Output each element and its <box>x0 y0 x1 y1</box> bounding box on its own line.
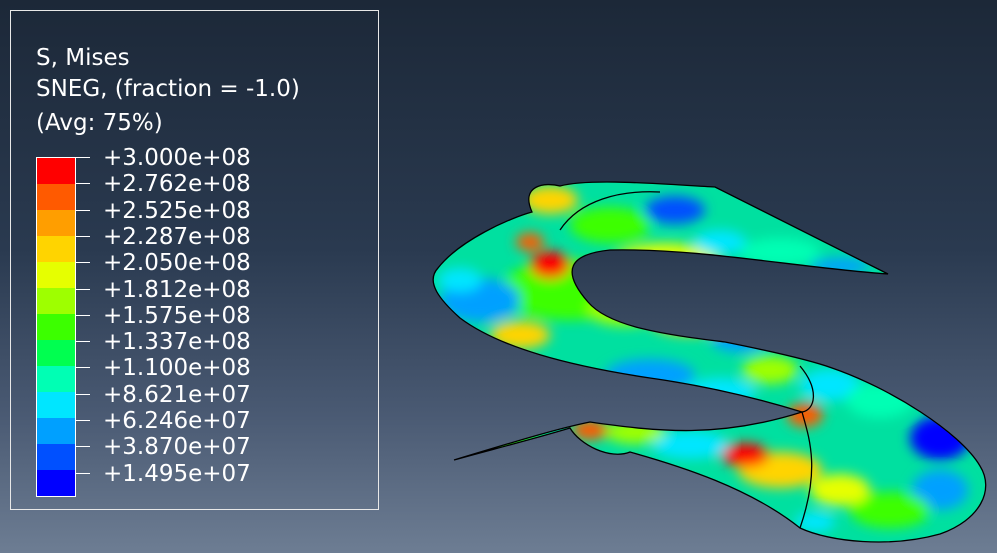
legend-tick-label: +3.870e+07 <box>103 434 251 461</box>
legend-tick-label: +1.100e+08 <box>103 355 251 382</box>
color-bar-segment <box>36 444 76 470</box>
color-bar-segment <box>36 314 76 340</box>
legend-tick <box>76 420 90 421</box>
color-bar-segment <box>36 470 76 497</box>
legend-tick <box>76 157 90 158</box>
legend-tick <box>76 446 90 448</box>
legend-variable-label: S, Mises <box>36 45 130 71</box>
legend-tick-label: +6.246e+07 <box>103 408 251 434</box>
legend-tick-label: +1.495e+07 <box>103 460 251 487</box>
stress-contour-fill <box>433 182 986 542</box>
color-bar-segment <box>36 392 76 418</box>
legend-tick-label: +2.287e+08 <box>103 223 251 250</box>
legend-tick <box>76 262 90 264</box>
legend-tick <box>76 235 90 237</box>
color-bar-segment <box>36 262 76 288</box>
legend-tick-label: +2.050e+08 <box>103 250 251 277</box>
color-bar-segment <box>36 288 76 314</box>
legend-tick-label: +2.762e+08 <box>103 171 251 198</box>
legend-section-point-label: SNEG, (fraction = -1.0) <box>36 76 300 102</box>
color-bar-segment <box>36 210 76 236</box>
color-bar-segment <box>36 184 76 210</box>
contour-color-bar <box>36 157 76 497</box>
legend-tick <box>76 209 90 211</box>
legend-tick <box>76 183 90 185</box>
color-bar-segment <box>36 418 76 444</box>
legend-tick-label: +1.575e+08 <box>103 302 251 329</box>
legend-tick <box>76 314 90 316</box>
legend-tick-label: +1.812e+08 <box>103 276 251 303</box>
legend-tick <box>76 472 90 474</box>
legend-tick <box>76 341 90 343</box>
legend-tick <box>76 367 90 369</box>
legend-tick <box>76 393 90 395</box>
color-bar-segment <box>36 157 76 184</box>
deformed-shell-model <box>432 181 987 543</box>
legend-tick-label: +1.337e+08 <box>103 329 251 356</box>
legend-tick-label: +3.000e+08 <box>103 145 251 171</box>
legend-tick-label: +2.525e+08 <box>103 197 251 224</box>
legend-frame <box>10 10 379 510</box>
legend-tick <box>76 288 90 290</box>
legend-averaging-label: (Avg: 75%) <box>36 110 163 136</box>
legend-tick-label: +8.621e+07 <box>103 381 251 408</box>
color-bar-segment <box>36 236 76 262</box>
model-outline <box>432 181 987 543</box>
color-bar-segment <box>36 340 76 366</box>
color-bar-segment <box>36 366 76 392</box>
